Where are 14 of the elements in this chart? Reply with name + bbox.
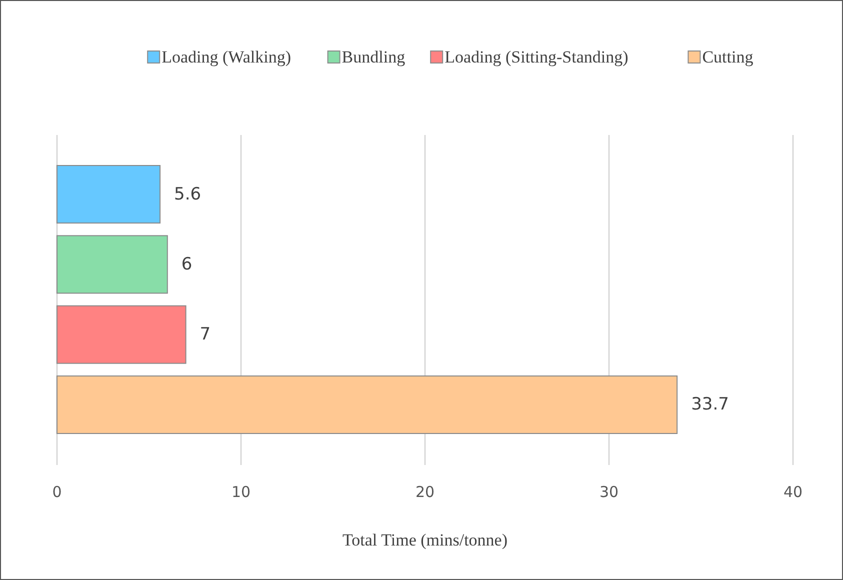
x-axis-title: Total Time (mins/tonne)	[342, 530, 508, 550]
text: 6	[181, 254, 192, 274]
text: 5.6	[174, 184, 202, 204]
x-tick-label: 20	[415, 483, 435, 501]
legend-label: Loading (Sitting-Standing)	[444, 48, 628, 66]
x-tick-label: 0	[52, 483, 62, 501]
x-tick-label: 40	[783, 483, 803, 501]
x-tick-label: 30	[599, 483, 619, 501]
legend-label: Bundling	[342, 48, 406, 66]
text: 33.7	[691, 394, 729, 415]
x-tick-label: 10	[231, 483, 251, 501]
text: 7	[200, 324, 211, 345]
legend-label: Loading (Walking)	[162, 48, 292, 66]
legend-label: Cutting	[702, 48, 754, 66]
